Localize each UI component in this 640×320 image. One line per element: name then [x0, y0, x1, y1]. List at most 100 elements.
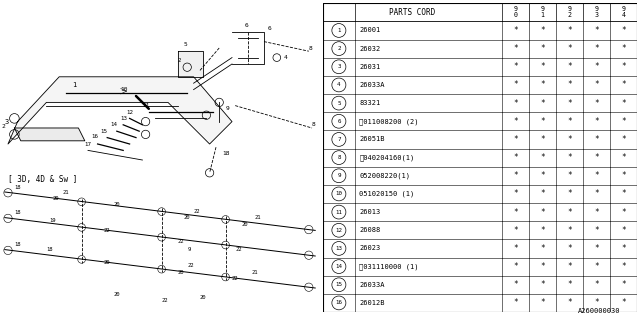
Text: 051020150 (1): 051020150 (1): [359, 191, 415, 197]
Text: 14: 14: [110, 122, 117, 127]
Text: 18: 18: [14, 242, 21, 247]
Text: 8: 8: [312, 122, 316, 127]
Text: *: *: [594, 226, 598, 235]
Text: *: *: [540, 117, 545, 126]
Text: *: *: [513, 99, 518, 108]
Text: *: *: [567, 153, 572, 162]
Text: 18: 18: [222, 151, 230, 156]
Text: 9
3: 9 3: [595, 6, 598, 18]
Text: *: *: [567, 262, 572, 271]
Text: *: *: [594, 62, 598, 71]
Text: 12: 12: [126, 109, 133, 115]
Text: *: *: [567, 208, 572, 217]
Text: 9
0: 9 0: [513, 6, 517, 18]
Text: *: *: [513, 171, 518, 180]
Text: *: *: [513, 80, 518, 90]
Text: *: *: [567, 99, 572, 108]
Text: *: *: [567, 135, 572, 144]
Text: *: *: [567, 117, 572, 126]
Text: *: *: [567, 26, 572, 35]
Text: 22: 22: [187, 263, 194, 268]
Text: *: *: [594, 153, 598, 162]
Text: *: *: [621, 80, 626, 90]
Text: *: *: [540, 62, 545, 71]
Text: *: *: [513, 117, 518, 126]
Text: 2: 2: [177, 58, 181, 63]
Text: *: *: [594, 244, 598, 253]
Text: 2: 2: [337, 46, 340, 51]
Text: 13: 13: [335, 246, 342, 251]
Text: *: *: [540, 280, 545, 289]
Text: *: *: [567, 44, 572, 53]
Text: 19: 19: [49, 218, 56, 223]
Text: 5: 5: [337, 100, 340, 106]
Text: 7: 7: [337, 137, 340, 142]
Text: *: *: [513, 262, 518, 271]
Text: *: *: [567, 171, 572, 180]
Text: 17: 17: [84, 141, 92, 147]
Text: *: *: [513, 244, 518, 253]
Text: 22: 22: [104, 228, 111, 233]
Text: 20: 20: [104, 260, 111, 265]
Text: 26031: 26031: [359, 64, 381, 70]
Text: 3: 3: [337, 64, 340, 69]
Text: *: *: [594, 80, 598, 90]
Text: *: *: [540, 171, 545, 180]
Text: *: *: [594, 117, 598, 126]
Text: 1: 1: [72, 82, 76, 88]
Text: *: *: [594, 189, 598, 198]
Text: *: *: [540, 80, 545, 90]
Text: 22: 22: [161, 298, 168, 303]
Text: 9
1: 9 1: [540, 6, 545, 18]
Text: 8: 8: [308, 45, 312, 51]
Text: 9: 9: [225, 106, 229, 111]
Text: 22: 22: [232, 276, 239, 281]
Text: *: *: [621, 44, 626, 53]
Text: *: *: [594, 262, 598, 271]
Text: *: *: [567, 189, 572, 198]
Text: 18: 18: [14, 210, 21, 215]
Text: 20: 20: [113, 292, 120, 297]
Text: 4: 4: [283, 55, 287, 60]
Polygon shape: [14, 128, 84, 141]
Text: *: *: [594, 299, 598, 308]
Text: 3: 3: [5, 119, 9, 124]
Text: *: *: [540, 262, 545, 271]
Text: 20: 20: [200, 295, 207, 300]
Text: 12: 12: [335, 228, 342, 233]
Text: 11: 11: [142, 103, 150, 108]
Text: 8: 8: [337, 155, 340, 160]
Text: 21: 21: [251, 269, 258, 275]
Text: *: *: [621, 280, 626, 289]
Text: 4: 4: [337, 83, 340, 87]
Text: *: *: [621, 244, 626, 253]
Text: 20: 20: [52, 196, 60, 201]
Text: *: *: [621, 117, 626, 126]
Text: *: *: [621, 189, 626, 198]
Text: 26012B: 26012B: [359, 300, 385, 306]
Text: 22: 22: [177, 239, 184, 244]
Text: *: *: [621, 208, 626, 217]
Text: *: *: [594, 280, 598, 289]
Text: 18: 18: [46, 247, 53, 252]
Text: *: *: [567, 244, 572, 253]
Text: *: *: [513, 135, 518, 144]
Text: *: *: [540, 226, 545, 235]
Text: 5: 5: [184, 42, 188, 47]
Text: *: *: [513, 44, 518, 53]
Text: *: *: [594, 208, 598, 217]
Text: 13: 13: [120, 116, 127, 121]
Text: 15: 15: [100, 129, 108, 134]
Text: 10: 10: [335, 191, 342, 196]
Text: 15: 15: [335, 282, 342, 287]
Text: 16: 16: [335, 300, 342, 305]
Text: 22: 22: [235, 247, 242, 252]
Text: [ 3D, 4D & Sw ]: [ 3D, 4D & Sw ]: [8, 175, 77, 184]
Text: 6: 6: [337, 119, 340, 124]
Text: *: *: [567, 299, 572, 308]
Text: 16: 16: [91, 133, 98, 139]
Polygon shape: [177, 51, 203, 77]
Text: PARTS CORD: PARTS CORD: [390, 8, 436, 17]
Text: *: *: [540, 299, 545, 308]
Text: *: *: [594, 171, 598, 180]
